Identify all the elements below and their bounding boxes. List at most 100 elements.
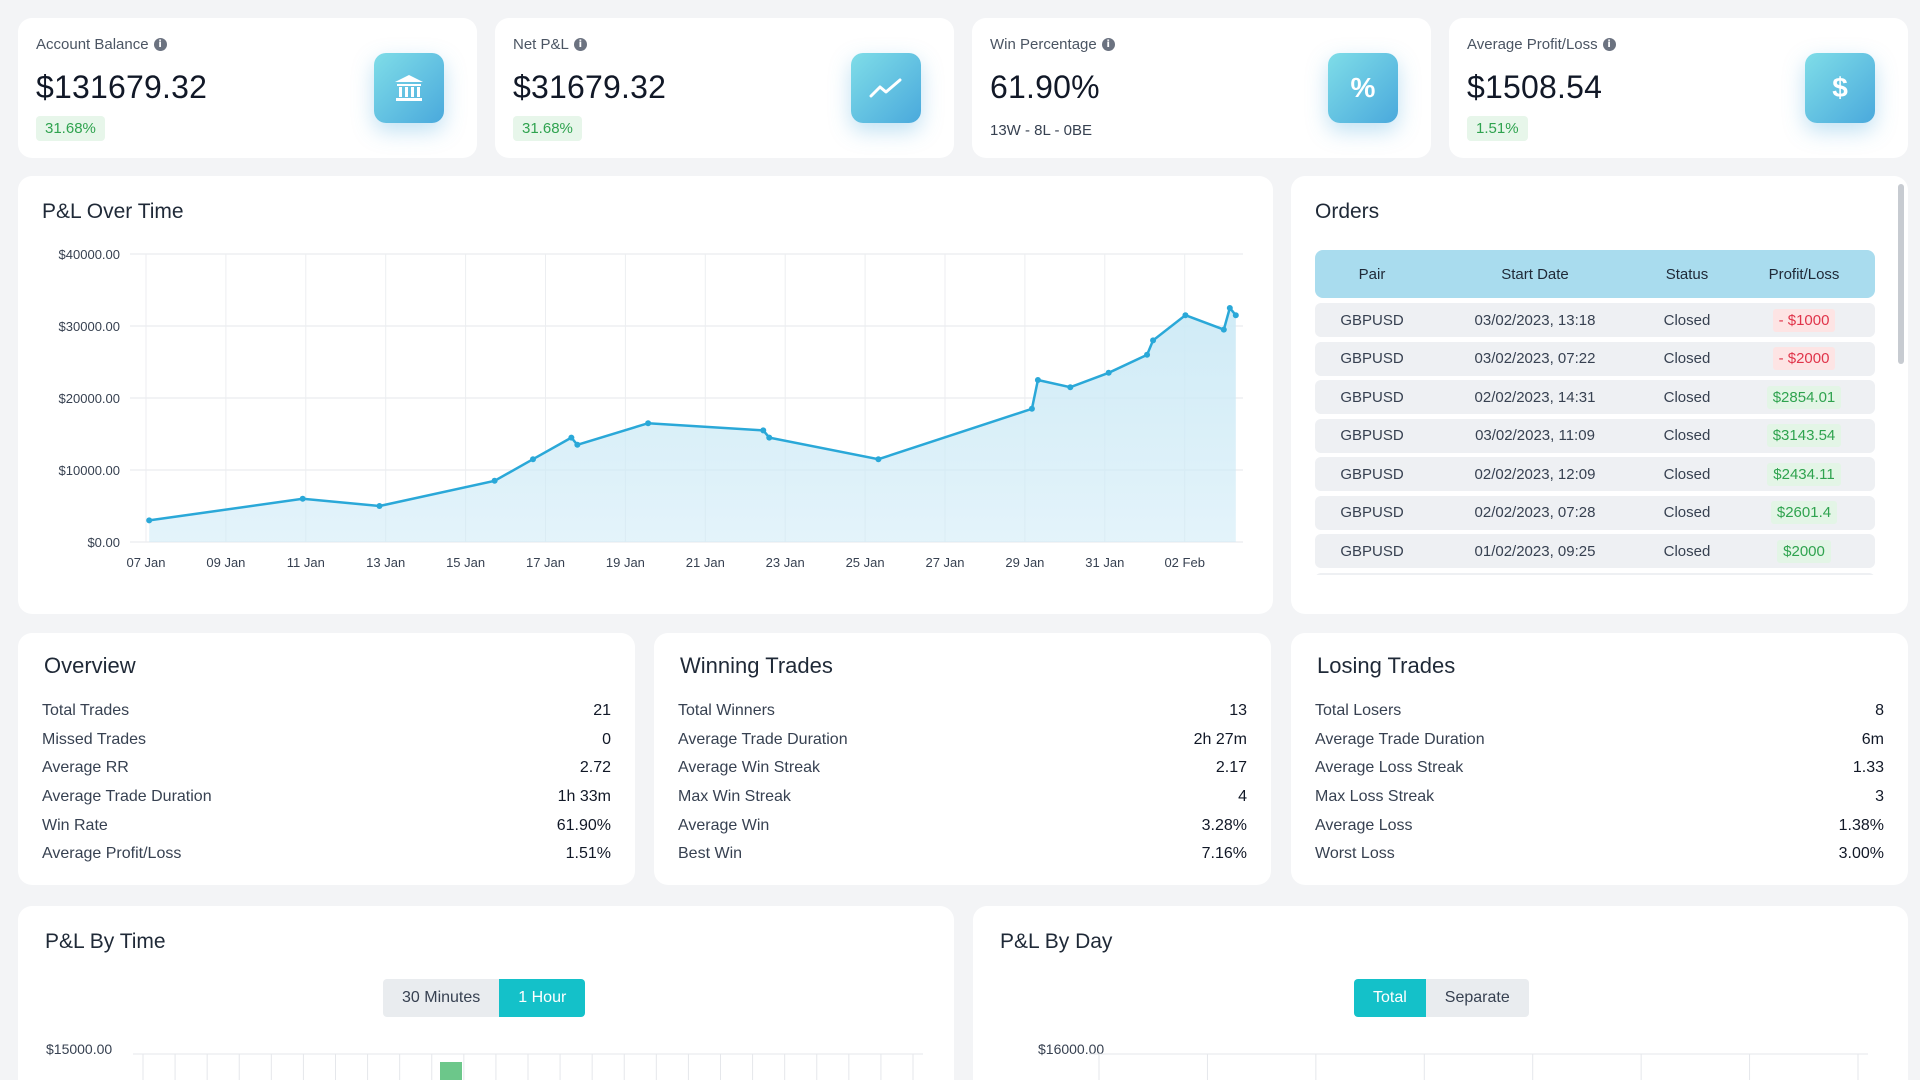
orders-table-body[interactable]: GBPUSD 03/02/2023, 13:18 Closed - $1000 GBPU… <box>1315 303 1875 575</box>
stat-row: Total Winners 13 <box>678 697 1247 726</box>
overview-card: Overview Total Trades 21 Missed Trades 0 Ave… <box>18 633 635 885</box>
stat-row-value: 1.33 <box>1852 759 1884 777</box>
view-separate-button[interactable]: Separate <box>1425 979 1529 1017</box>
data-point <box>1105 369 1112 376</box>
overview-list: Total Trades 21 Missed Trades 0 Average RR 2.… <box>42 697 611 869</box>
order-start-date: 03/02/2023, 07:22 <box>1474 350 1596 367</box>
order-row[interactable]: GBPUSD 02/02/2023, 12:09 Closed $2434.11 <box>1315 457 1875 491</box>
stat-row-value: 4 <box>1238 788 1247 806</box>
order-start-date: 02/02/2023, 12:09 <box>1474 465 1596 483</box>
stat-row: Average Trade Duration 6m <box>1315 726 1884 755</box>
column-header-start-date[interactable]: Start Date <box>1501 265 1569 283</box>
stat-row: Average RR 2.72 <box>42 754 611 783</box>
stat-value: 61.90% <box>990 69 1100 105</box>
stat-row: Win Rate 61.90% <box>42 811 611 840</box>
stat-row: Max Win Streak 4 <box>678 783 1247 812</box>
stat-row-value: 2.72 <box>579 759 611 777</box>
data-point <box>376 503 383 509</box>
x-axis-tick: 31 Jan <box>1085 555 1124 570</box>
order-row[interactable]: GBPUSD 03/02/2023, 07:22 Closed - $2000 <box>1315 341 1875 376</box>
stat-row-label: Max Loss Streak <box>1315 788 1435 806</box>
y-axis-tick: $30000.00 <box>59 319 120 334</box>
column-header-profit-loss[interactable]: Profit/Loss <box>1768 265 1840 283</box>
pnl-by-day-card: P&L By Day Total Separate $16000.00 <box>973 906 1908 1080</box>
data-point <box>529 456 536 463</box>
stat-row-value: 8 <box>1875 702 1884 720</box>
stat-row-label: Average RR <box>42 759 129 777</box>
stat-row: Average Loss Streak 1.33 <box>1315 754 1884 783</box>
stat-row-value: 2h 27m <box>1193 730 1247 748</box>
stat-label: Win Percentage <box>990 36 1097 53</box>
order-pair: GBPUSD <box>1340 427 1404 444</box>
stat-row: Average Profit/Loss 1.51% <box>42 840 611 869</box>
winning-trades-title: Winning Trades <box>680 653 833 678</box>
chart-title: P&L Over Time <box>42 200 184 223</box>
order-row[interactable]: GBPUSD 01/02/2023, 09:25 Closed $2000 <box>1315 534 1875 568</box>
column-header-status[interactable]: Status <box>1665 265 1709 283</box>
order-row[interactable]: GBPUSD 02/02/2023, 14:31 Closed $2854.01 <box>1315 380 1875 414</box>
data-point <box>574 441 581 448</box>
stat-label: Average Profit/Loss <box>1467 36 1598 53</box>
order-status: Closed <box>1663 388 1711 406</box>
stat-row-label: Average Loss Streak <box>1315 759 1464 777</box>
pnl-by-day-title: P&L By Day <box>1000 930 1113 953</box>
order-row[interactable]: GBPUSD 02/02/2023, 07:28 Closed $2601.4 <box>1315 495 1875 530</box>
stat-row: Missed Trades 0 <box>42 726 611 755</box>
chart-bar <box>440 1062 462 1080</box>
orders-scrollbar[interactable] <box>1898 184 1904 364</box>
pnl-over-time-card: P&L Over Time $0.00 $10000.00 $20000.00 $30… <box>18 176 1273 614</box>
order-row[interactable]: GBPUSD 03/02/2023, 11:09 Closed $3143.54 <box>1315 418 1875 453</box>
order-status: Closed <box>1663 311 1711 329</box>
stat-row: Average Trade Duration 1h 33m <box>42 783 611 812</box>
pnl-over-time-chart: $0.00 $10000.00 $20000.00 $30000.00 $40000.0… <box>59 247 1243 570</box>
stat-badge: 31.68% <box>513 116 582 141</box>
stat-value: $31679.32 <box>513 69 667 105</box>
stat-value: $131679.32 <box>36 69 208 105</box>
x-axis-tick: 17 Jan <box>526 555 565 570</box>
x-axis-tick: 11 Jan <box>287 555 325 570</box>
info-icon[interactable]: i <box>153 38 167 51</box>
info-icon[interactable]: i <box>1101 38 1115 51</box>
percent-icon: % <box>1328 53 1398 123</box>
column-header-pair[interactable]: Pair <box>1358 265 1386 283</box>
x-axis-tick: 21 Jan <box>686 555 725 570</box>
stat-row-label: Average Loss <box>1315 816 1413 834</box>
stat-row-label: Best Win <box>678 845 743 863</box>
data-point <box>1226 305 1233 311</box>
info-icon[interactable]: i <box>1602 38 1616 51</box>
order-row[interactable]: GBPUSD 03/02/2023, 13:18 Closed - $1000 <box>1315 303 1875 337</box>
data-point <box>1182 312 1189 319</box>
stat-row: Total Trades 21 <box>42 697 611 726</box>
bank-icon <box>374 53 444 123</box>
order-profit-loss: - $2000 <box>1772 347 1836 370</box>
overview-title: Overview <box>44 653 136 678</box>
stat-row-label: Average Trade Duration <box>1315 730 1485 748</box>
orders-table-header: Pair Start Date Status Profit/Loss <box>1315 250 1875 298</box>
y-axis-tick: $0.00 <box>87 535 120 550</box>
interval-1-hour-button[interactable]: 1 Hour <box>499 979 586 1017</box>
y-axis-tick: $16000.00 <box>1038 1041 1105 1057</box>
y-axis-tick: $20000.00 <box>59 391 120 406</box>
order-profit-loss: $2434.11 <box>1767 462 1841 486</box>
order-start-date: 02/02/2023, 07:28 <box>1474 504 1596 521</box>
stat-row-value: 0 <box>602 730 611 748</box>
order-start-date: 01/02/2023, 09:25 <box>1474 542 1596 560</box>
y-axis-tick: $15000.00 <box>46 1041 113 1057</box>
y-axis-tick: $10000.00 <box>59 463 120 478</box>
stat-row-label: Average Trade Duration <box>42 788 212 806</box>
data-point <box>875 456 882 463</box>
losing-trades-list: Total Losers 8 Average Trade Duration 6m Ave… <box>1315 697 1884 869</box>
x-axis-tick: 27 Jan <box>925 555 964 570</box>
interval-30-minutes-button[interactable]: 30 Minutes <box>383 979 500 1017</box>
stat-row-label: Win Rate <box>42 816 108 834</box>
stat-row-value: 7.16% <box>1201 845 1247 863</box>
stat-row: Average Loss 1.38% <box>1315 811 1884 840</box>
view-total-button[interactable]: Total <box>1354 979 1426 1017</box>
order-start-date: 03/02/2023, 13:18 <box>1474 311 1596 329</box>
stat-badge: 1.51% <box>1467 116 1528 141</box>
stat-row-value: 1.51% <box>565 845 611 863</box>
data-point <box>1150 337 1157 344</box>
order-row[interactable]: GBPUSD31/01/2023, 08:29Closed- $1000 <box>1315 572 1875 575</box>
stat-row-label: Worst Loss <box>1315 845 1395 863</box>
info-icon[interactable]: i <box>573 38 587 51</box>
